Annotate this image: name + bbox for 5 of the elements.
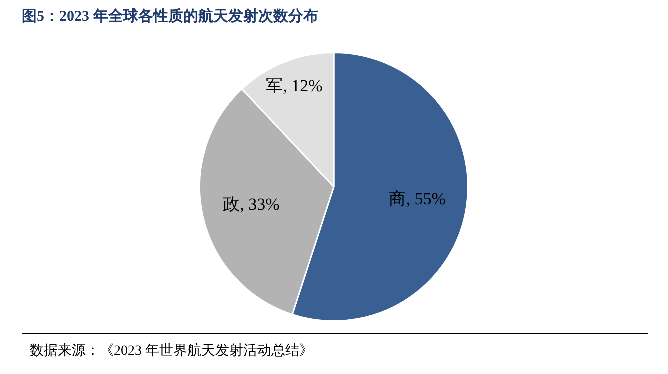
chart-title: 图5：2023 年全球各性质的航天发射次数分布 — [22, 7, 318, 26]
slice-label: 商, 55% — [389, 190, 446, 209]
slice-label: 军, 12% — [266, 76, 323, 96]
slice-label: 政, 33% — [223, 194, 280, 214]
source-note: 数据来源：《2023 年世界航天发射活动总结》 — [30, 342, 314, 360]
